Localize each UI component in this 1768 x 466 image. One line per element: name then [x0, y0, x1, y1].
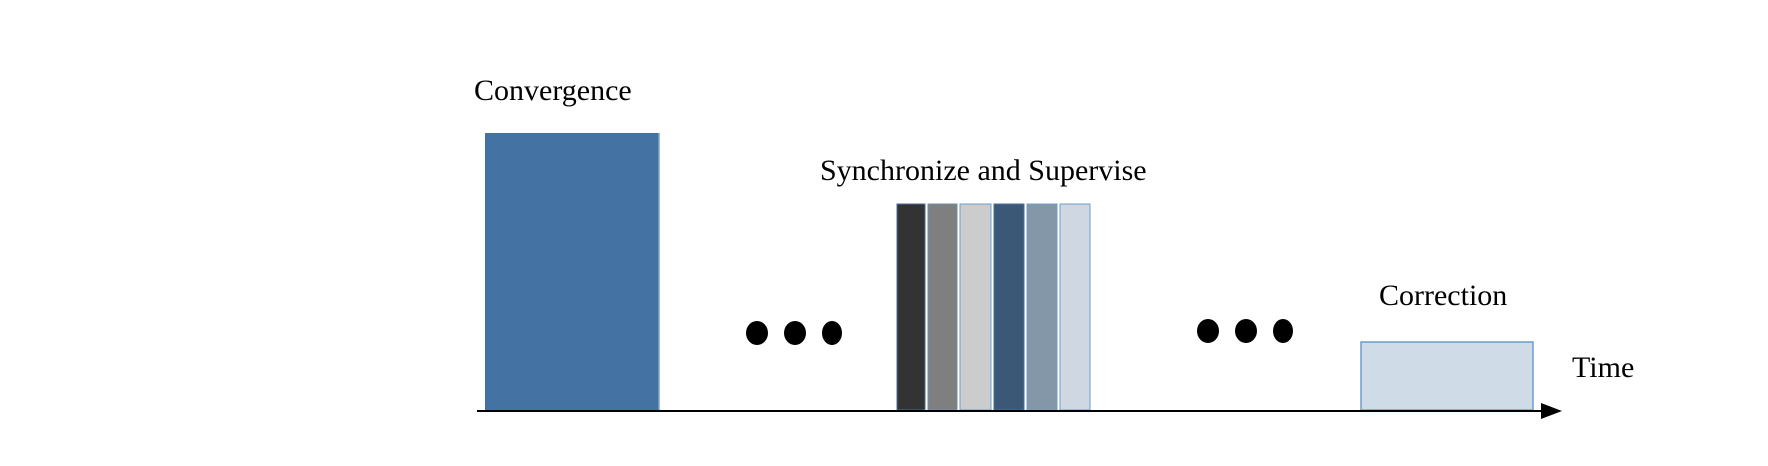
sync-bar-1 [896, 203, 926, 411]
sync-bar-6 [1059, 203, 1091, 411]
ellipsis-right [1197, 319, 1293, 343]
sync-bar-4 [993, 203, 1025, 411]
sync-bar-2 [927, 203, 958, 411]
ellipsis-dot [746, 321, 768, 345]
sync-bars [896, 203, 1091, 411]
ellipsis-dot [784, 321, 806, 345]
correction-label: Correction [1379, 279, 1507, 312]
sync-bar-3 [959, 203, 992, 411]
correction-block [1360, 341, 1534, 411]
ellipsis-dot [1235, 319, 1257, 343]
sync-bar-5 [1026, 203, 1058, 411]
convergence-block [485, 133, 659, 410]
convergence-label: Convergence [474, 74, 632, 107]
synchronize-label: Synchronize and Supervise [820, 154, 1147, 187]
ellipsis-dot [822, 321, 842, 345]
ellipsis-dot [1273, 319, 1293, 343]
ellipsis-left [746, 321, 842, 345]
time-label: Time [1572, 351, 1634, 384]
time-axis-arrowhead [1541, 403, 1562, 419]
ellipsis-dot [1197, 319, 1219, 343]
